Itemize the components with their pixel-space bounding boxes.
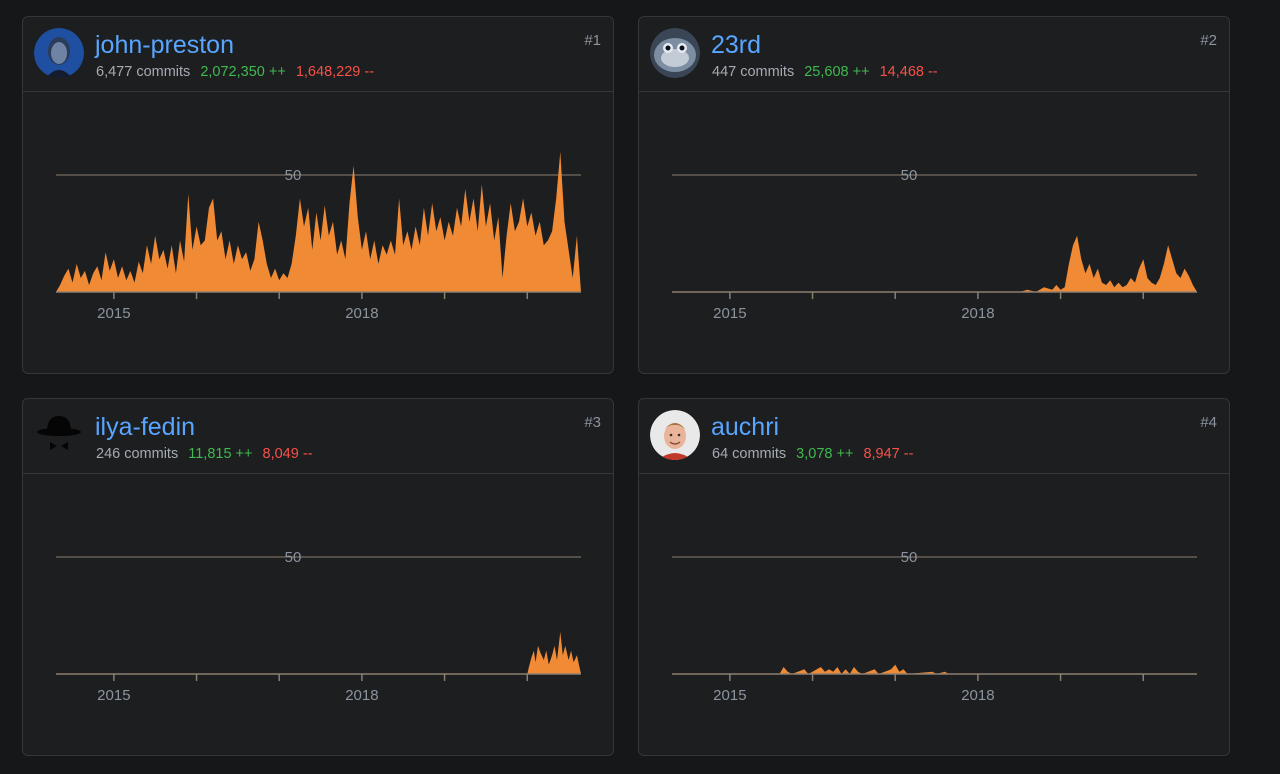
username-link[interactable]: 23rd (711, 31, 762, 59)
commit-area (672, 664, 1197, 674)
person-photo-icon (650, 410, 700, 460)
commit-count[interactable]: 246 commits (96, 446, 179, 462)
x-tick-label: 2015 (97, 305, 130, 322)
additions-count: 25,608 ++ (804, 64, 870, 80)
username-link[interactable]: auchri (711, 413, 780, 441)
commit-activity-chart: 50 2015 2018 (639, 474, 1229, 755)
commit-area (56, 151, 581, 292)
gridline-label: 50 (901, 549, 918, 566)
activity-chart-svg: 50 2015 2018 (56, 549, 581, 704)
avatar[interactable] (34, 28, 84, 78)
rank-label: #2 (1200, 32, 1217, 49)
deletions-count: 8,049 -- (262, 446, 313, 462)
deletions-count: 8,947 -- (863, 446, 914, 462)
avatar[interactable] (650, 410, 700, 460)
commit-area (56, 631, 581, 674)
commit-activity-chart: 50 2015 2018 (23, 474, 613, 755)
contribution-stats: 64 commits 3,078 ++ 8,947 -- (712, 445, 913, 463)
commit-count[interactable]: 6,477 commits (96, 64, 191, 80)
profile-photo-icon (34, 28, 84, 78)
username-link[interactable]: ilya-fedin (95, 413, 196, 441)
gridline-label: 50 (285, 167, 302, 184)
additions-count: 3,078 ++ (796, 446, 854, 462)
rank-label: #4 (1200, 414, 1217, 431)
rank-label: #3 (584, 414, 601, 431)
contribution-stats: 246 commits 11,815 ++ 8,049 -- (96, 445, 313, 463)
card-header: 23rd 447 commits 25,608 ++ 14,468 -- #2 (639, 17, 1229, 92)
additions-count: 2,072,350 ++ (200, 64, 286, 80)
username-link[interactable]: john-preston (95, 31, 234, 59)
deletions-count: 14,468 -- (879, 64, 938, 80)
additions-count: 11,815 ++ (188, 446, 253, 462)
commit-count[interactable]: 447 commits (712, 64, 795, 80)
card-header: john-preston 6,477 commits 2,072,350 ++ … (23, 17, 613, 92)
contributor-card: auchri 64 commits 3,078 ++ 8,947 -- #4 5… (638, 398, 1230, 756)
contribution-stats: 6,477 commits 2,072,350 ++ 1,648,229 -- (96, 63, 374, 81)
x-tick-label: 2015 (97, 687, 130, 704)
x-tick-label: 2018 (961, 305, 994, 322)
x-tick-label: 2018 (345, 305, 378, 322)
rank-label: #1 (584, 32, 601, 49)
activity-chart-svg: 50 2015 2018 (56, 151, 581, 322)
x-tick-label: 2015 (713, 687, 746, 704)
activity-chart-svg: 50 2015 2018 (672, 549, 1197, 704)
card-header: auchri 64 commits 3,078 ++ 8,947 -- #4 (639, 399, 1229, 474)
card-header: ilya-fedin 246 commits 11,815 ++ 8,049 -… (23, 399, 613, 474)
blue-creature-icon (650, 28, 700, 78)
commit-activity-chart: 50 2015 2018 (23, 92, 613, 373)
avatar[interactable] (650, 28, 700, 78)
contributor-card: 23rd 447 commits 25,608 ++ 14,468 -- #2 … (638, 16, 1230, 374)
activity-chart-svg: 50 2015 2018 (672, 167, 1197, 322)
contributor-card: john-preston 6,477 commits 2,072,350 ++ … (22, 16, 614, 374)
x-tick-label: 2018 (345, 687, 378, 704)
bowler-hat-icon (34, 410, 84, 460)
avatar[interactable] (34, 410, 84, 460)
x-tick-label: 2015 (713, 305, 746, 322)
commit-area (672, 235, 1197, 292)
commit-activity-chart: 50 2015 2018 (639, 92, 1229, 373)
contribution-stats: 447 commits 25,608 ++ 14,468 -- (712, 63, 938, 81)
gridline-label: 50 (285, 549, 302, 566)
contributor-card: ilya-fedin 246 commits 11,815 ++ 8,049 -… (22, 398, 614, 756)
commit-count[interactable]: 64 commits (712, 446, 787, 462)
x-tick-label: 2018 (961, 687, 994, 704)
gridline-label: 50 (901, 167, 918, 184)
deletions-count: 1,648,229 -- (295, 64, 375, 80)
